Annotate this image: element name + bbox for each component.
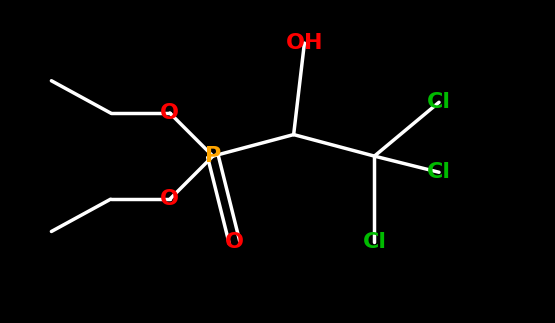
Text: O: O xyxy=(160,103,179,123)
Text: OH: OH xyxy=(286,33,323,53)
Text: O: O xyxy=(225,232,244,252)
Text: P: P xyxy=(205,146,221,166)
Text: Cl: Cl xyxy=(427,92,451,112)
Text: Cl: Cl xyxy=(427,162,451,182)
Text: O: O xyxy=(160,189,179,209)
Text: Cl: Cl xyxy=(362,232,386,252)
